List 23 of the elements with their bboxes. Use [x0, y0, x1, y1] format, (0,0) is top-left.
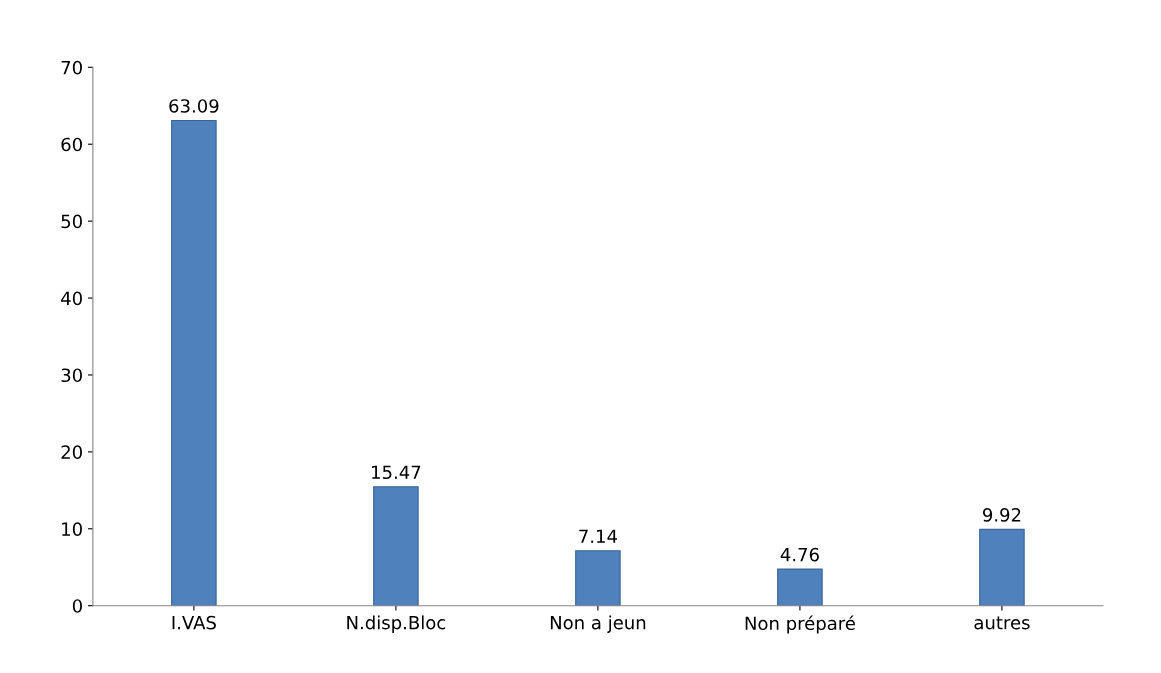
bar [373, 486, 419, 606]
y-tick-label: 60 [61, 137, 82, 152]
bar [575, 550, 621, 606]
y-tick-label: 40 [61, 291, 82, 306]
bar [979, 528, 1025, 606]
data-label: 15.47 [372, 465, 421, 480]
data-label: 7.14 [579, 529, 617, 543]
bar [171, 119, 217, 606]
bar [777, 568, 823, 606]
y-tick-label: 50 [61, 214, 82, 229]
x-tick-label: Non a jeun [550, 615, 646, 633]
x-tick-label: Non préparé [745, 615, 855, 634]
x-tick-label: autres [974, 616, 1030, 630]
x-tick-label: I.VAS [172, 615, 216, 630]
y-tick-label: 30 [61, 368, 82, 383]
x-tick-label: N.disp.Bloc [347, 615, 446, 633]
data-label: 4.76 [780, 547, 819, 562]
y-tick-label: 0 [72, 599, 82, 613]
y-tick-label: 70 [61, 60, 82, 75]
y-tick-label: 10 [62, 522, 82, 536]
data-label: 63.09 [169, 99, 219, 113]
y-tick-label: 20 [61, 445, 82, 459]
data-label: 9.92 [982, 508, 1021, 522]
